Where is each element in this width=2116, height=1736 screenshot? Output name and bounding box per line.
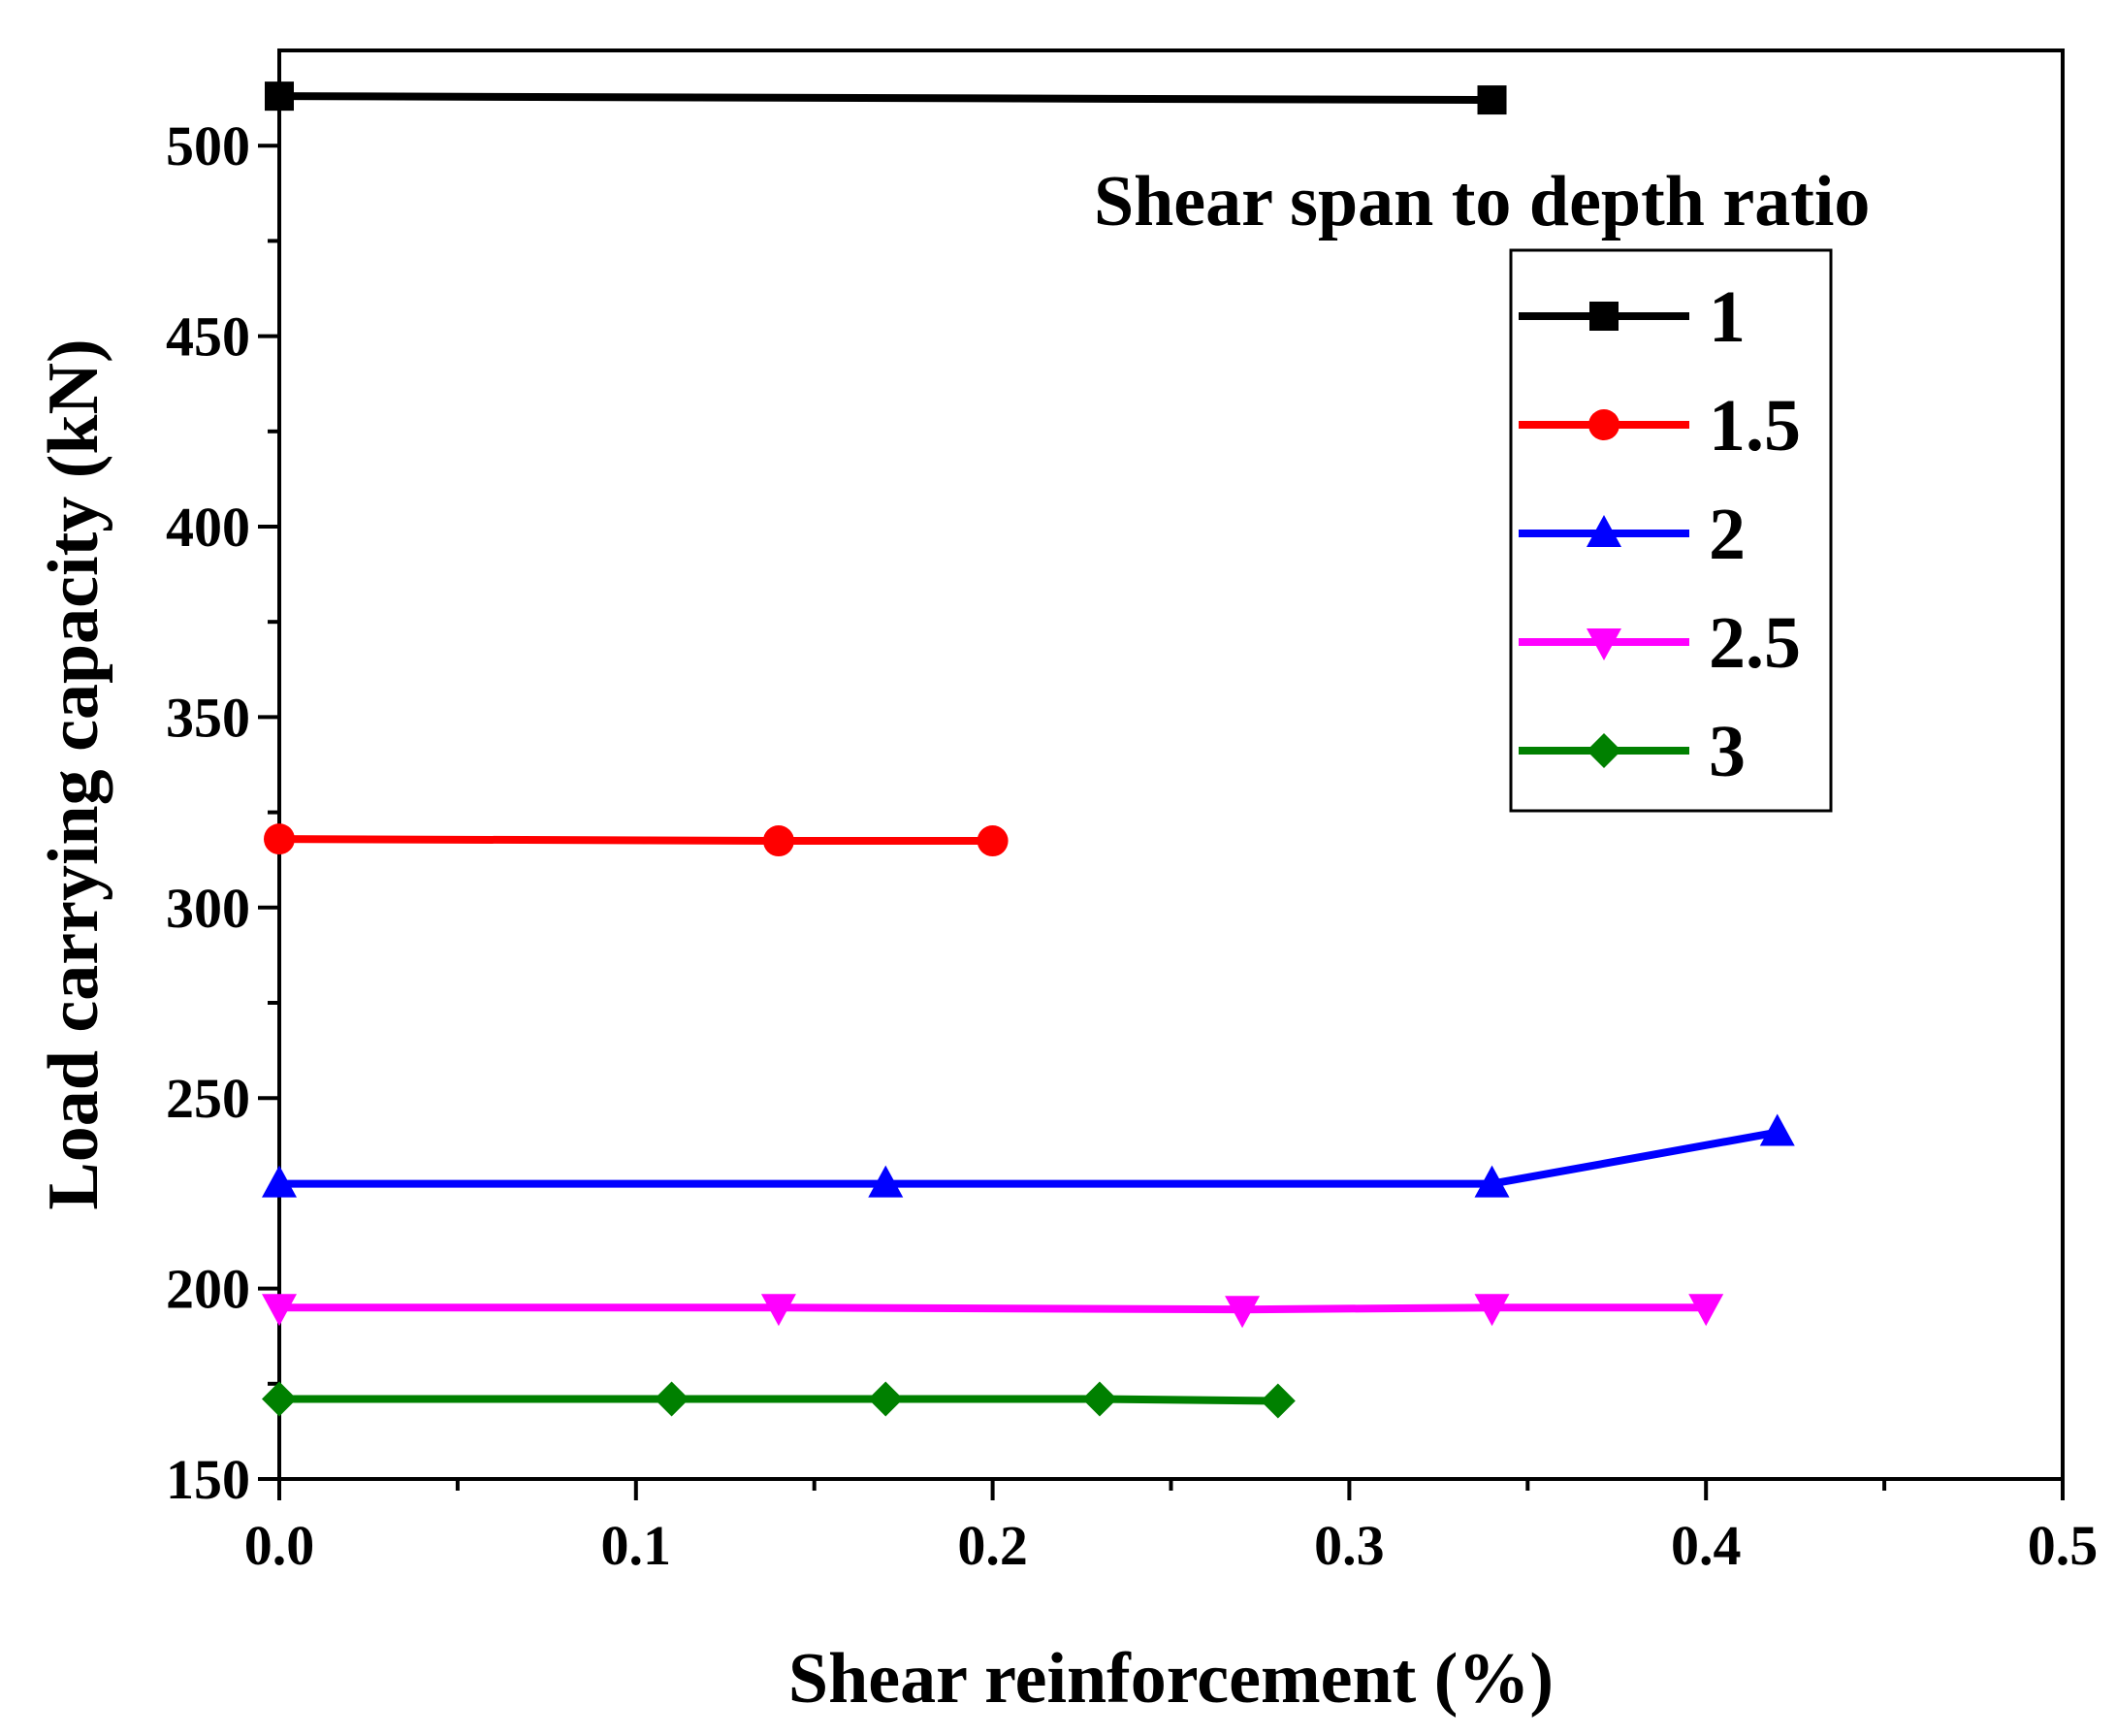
y-tick-label: 400 [166,496,250,559]
legend-label: 2 [1709,494,1746,575]
series-line [279,1128,1779,1188]
y-tick-label: 250 [166,1067,250,1130]
y-tick-label: 350 [166,686,250,749]
data-point [1260,1383,1296,1419]
data-point [762,825,794,857]
y-tick-label: 200 [166,1258,250,1321]
series-2-5 [262,1294,1724,1329]
y-tick-label: 300 [166,877,250,940]
y-tick-label: 450 [166,305,250,369]
x-tick-label: 0.2 [957,1514,1028,1577]
x-tick-label: 0.0 [244,1514,315,1577]
data-point [265,81,294,112]
x-tick-label: 0.4 [1671,1514,1742,1577]
legend-item-3: 3 [1519,711,1746,792]
legend-marker [1587,733,1621,768]
legend-item-1-5: 1.5 [1519,385,1801,466]
data-point [977,825,1009,857]
x-axis-ticks: 0.0 0.1 0.2 0.3 0.4 0.5 [244,1479,2099,1577]
legend-marker [1587,515,1621,547]
series-line [278,835,993,846]
legend-marker [1588,409,1619,440]
legend-item-2: 2 [1519,494,1746,575]
y-axis-title: Load carrying capacity (kN) [34,338,113,1209]
legend-label: 2.5 [1709,602,1801,684]
data-point [1474,1165,1510,1198]
series-3 [262,1381,1296,1419]
y-axis-ticks: 150 200 250 300 350 400 450 500 [166,96,279,1511]
legend-item-2-5: 2.5 [1519,602,1801,684]
series-2 [262,1113,1795,1198]
legend-label: 1.5 [1709,385,1801,466]
data-point [760,1294,796,1327]
y-tick-label: 500 [166,114,250,177]
series-1 [265,81,1507,115]
data-point [654,1381,689,1417]
data-point [1759,1113,1795,1146]
data-point [1474,1294,1510,1327]
legend-title: Shear span to depth ratio [1094,162,1870,241]
y-tick-label: 150 [166,1448,250,1511]
data-point [262,1165,297,1198]
data-point [262,1381,297,1417]
data-point [868,1381,904,1417]
data-point [1081,1381,1117,1417]
series-line [279,1395,1278,1405]
x-tick-label: 0.3 [1314,1514,1385,1577]
x-tick-label: 0.1 [601,1514,672,1577]
legend-label: 1 [1709,276,1746,358]
x-tick-label: 0.5 [2028,1514,2099,1577]
legend-marker [1589,302,1619,331]
series-1-5 [264,823,1009,857]
legend-marker [1587,628,1621,660]
data-point [264,823,295,855]
data-point [262,1294,297,1327]
data-point [868,1165,904,1198]
legend: 1 1.5 2 2.5 3 [1509,248,1833,813]
data-point [1688,1294,1724,1327]
legend-label: 3 [1709,711,1746,792]
data-point [1477,85,1507,115]
series-layer [262,81,1795,1419]
data-point [1225,1296,1261,1329]
x-axis-title: Shear reinforcement (%) [788,1639,1554,1719]
legend-item-1: 1 [1519,276,1746,358]
series-line [278,92,1492,105]
